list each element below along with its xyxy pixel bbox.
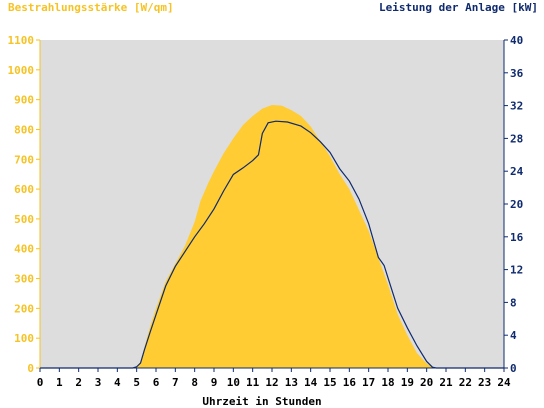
right-tick-label: 16: [510, 231, 524, 244]
right-tick-label: 20: [510, 198, 523, 211]
tick-labels: 0100200300400500600700800900100011000481…: [8, 34, 524, 389]
x-axis-title: Uhrzeit in Stunden: [202, 395, 321, 408]
x-tick-label: 14: [304, 376, 318, 389]
x-tick-label: 16: [343, 376, 357, 389]
left-tick-label: 0: [27, 362, 34, 375]
left-tick-label: 300: [14, 273, 34, 286]
right-tick-label: 36: [510, 67, 524, 80]
left-tick-label: 500: [14, 213, 34, 226]
left-axis-title: Bestrahlungsstärke [W/qm]: [8, 1, 174, 14]
left-tick-label: 200: [14, 302, 34, 315]
x-tick-label: 15: [323, 376, 336, 389]
x-tick-label: 0: [37, 376, 44, 389]
right-tick-label: 24: [510, 165, 524, 178]
x-tick-label: 17: [362, 376, 375, 389]
right-tick-label: 12: [510, 264, 523, 277]
x-tick-label: 2: [75, 376, 82, 389]
x-tick-label: 18: [381, 376, 394, 389]
irradiance-area: [40, 105, 504, 368]
left-tick-label: 1000: [8, 64, 35, 77]
x-tick-label: 20: [420, 376, 433, 389]
right-tick-label: 4: [510, 329, 517, 342]
x-tick-label: 19: [401, 376, 414, 389]
x-tick-label: 3: [95, 376, 102, 389]
x-tick-label: 11: [246, 376, 260, 389]
x-tick-label: 24: [497, 376, 511, 389]
x-tick-label: 4: [114, 376, 121, 389]
left-tick-label: 900: [14, 94, 34, 107]
right-axis-title: Leistung der Anlage [kW]: [379, 1, 538, 14]
left-tick-label: 700: [14, 153, 34, 166]
right-tick-label: 28: [510, 132, 523, 145]
x-tick-label: 22: [459, 376, 472, 389]
x-tick-label: 10: [227, 376, 240, 389]
left-tick-label: 800: [14, 123, 34, 136]
left-tick-label: 1100: [8, 34, 35, 47]
x-tick-label: 13: [285, 376, 298, 389]
irradiance-series: [40, 105, 504, 368]
x-tick-label: 1: [56, 376, 63, 389]
power-series: [40, 120, 504, 369]
x-tick-label: 8: [191, 376, 198, 389]
x-tick-label: 7: [172, 376, 179, 389]
right-tick-label: 40: [510, 34, 523, 47]
right-tick-label: 0: [510, 362, 517, 375]
left-tick-label: 400: [14, 243, 34, 256]
x-tick-label: 9: [211, 376, 218, 389]
left-tick-label: 100: [14, 332, 34, 345]
x-tick-label: 6: [153, 376, 160, 389]
x-tick-label: 12: [265, 376, 278, 389]
left-tick-label: 600: [14, 183, 34, 196]
x-tick-label: 21: [439, 376, 453, 389]
power-line: [40, 120, 504, 369]
x-tick-label: 23: [478, 376, 491, 389]
x-tick-label: 5: [133, 376, 140, 389]
right-tick-label: 8: [510, 296, 517, 309]
right-tick-label: 32: [510, 100, 523, 113]
